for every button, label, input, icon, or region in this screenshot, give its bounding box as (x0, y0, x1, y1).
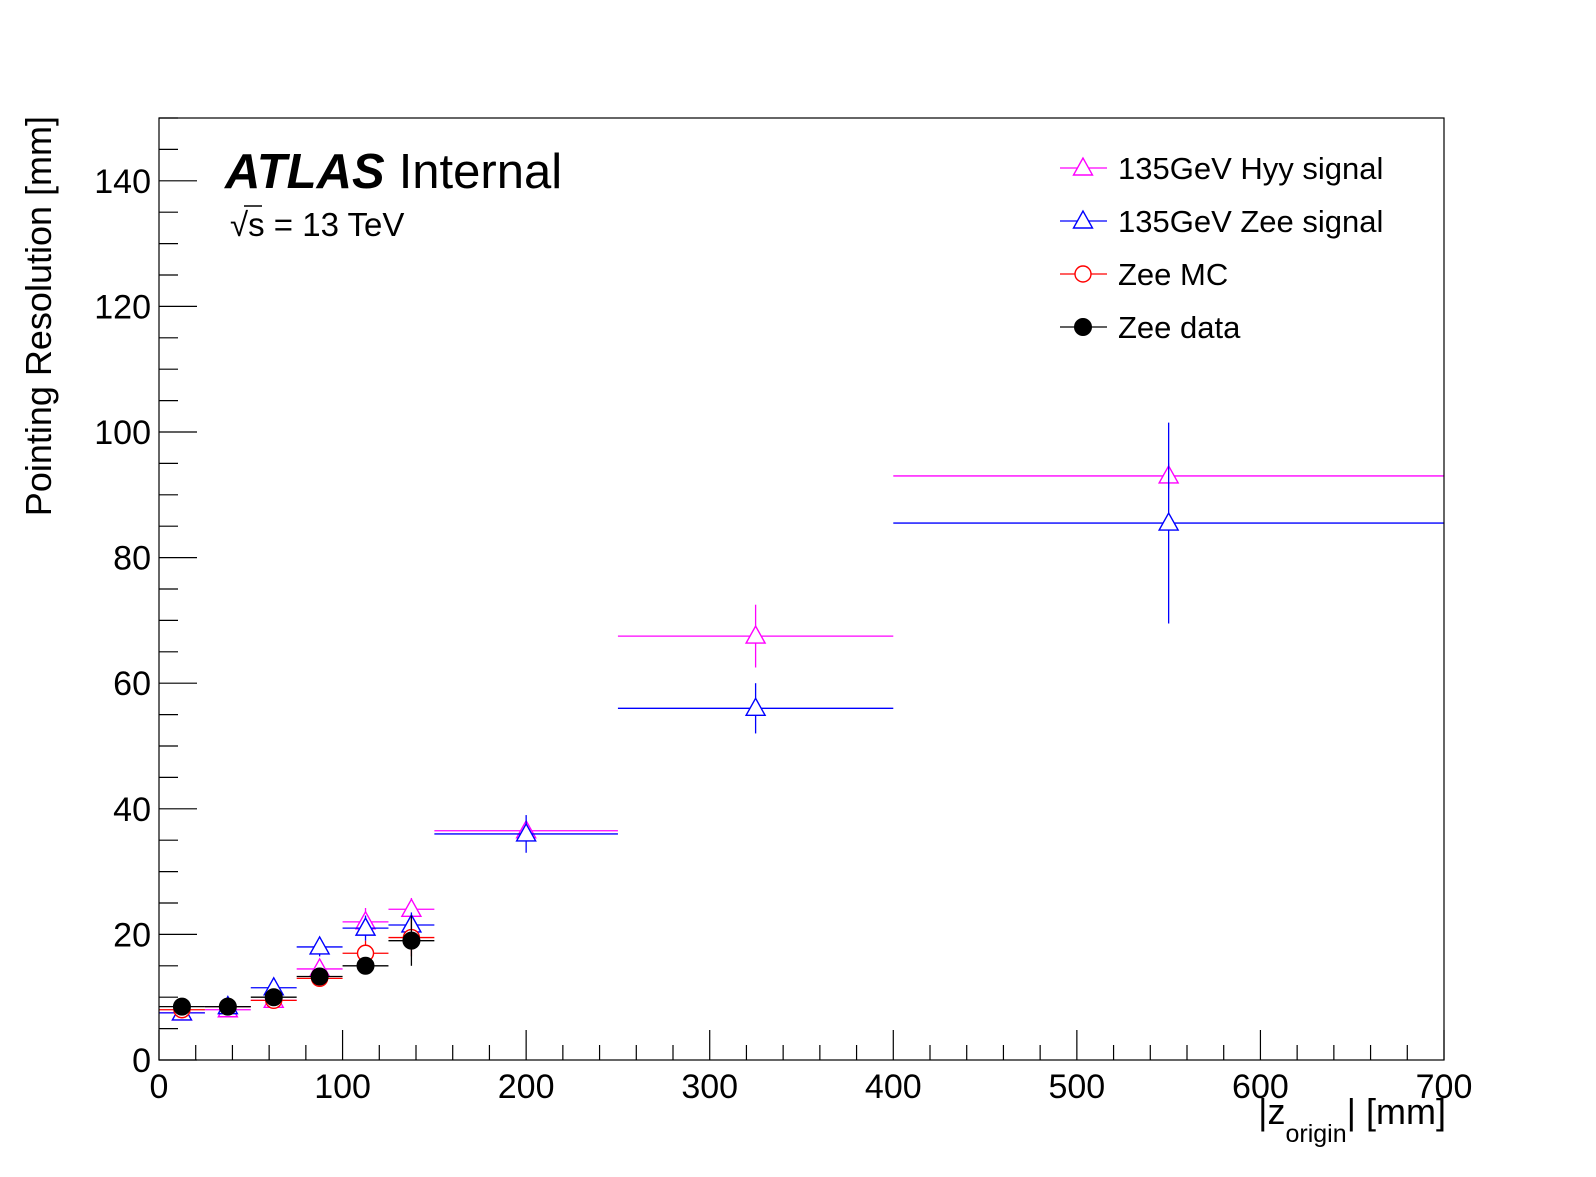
y-tick-label: 120 (94, 288, 151, 326)
x-axis-label-main: |z (1258, 1091, 1285, 1132)
data-point (1157, 511, 1180, 531)
data-point (354, 916, 377, 936)
y-tick-label: 20 (113, 916, 151, 954)
legend-entry-zee-mc: Zee MC (1060, 257, 1228, 292)
legend-marker (1074, 318, 1092, 336)
axes: 0 100 200 300 400 500 600 700 0 20 40 60 80 100 120 140 (94, 117, 1473, 1106)
legend-marker (1072, 209, 1094, 229)
x-axis-label-subscript: origin (1286, 1120, 1347, 1148)
energy-rest: = 13 TeV (265, 206, 405, 243)
series-zee-data (159, 915, 435, 1016)
data-point (310, 967, 329, 986)
data-point (218, 997, 237, 1016)
legend-entry-135gev-zee-signal: 135GeV Zee signal (1060, 204, 1383, 239)
x-tick-label: 100 (314, 1068, 371, 1106)
x-axis-label-tail: | [mm] (1347, 1091, 1446, 1132)
legend-marker (1072, 156, 1094, 176)
data-point (515, 822, 537, 842)
atlas-annotation: ATLAS Internal √s = 13 TeV (224, 145, 562, 243)
x-tick-label: 500 (1048, 1068, 1105, 1106)
data-point (402, 931, 421, 950)
x-tick-label: 300 (681, 1068, 738, 1106)
legend-label: 135GeV Hyy signal (1118, 151, 1383, 186)
legend-entry-zee-data: Zee data (1060, 310, 1241, 345)
energy-sqrt-symbol: √ (230, 206, 249, 243)
energy-label: √s = 13 TeV (230, 206, 404, 243)
x-tick-label: 400 (865, 1068, 922, 1106)
x-tick-label: 200 (498, 1068, 555, 1106)
legend-marker (1074, 265, 1092, 283)
data-marks (159, 422, 1444, 1021)
atlas-label: ATLAS Internal (224, 145, 562, 199)
energy-sqrt-arg: s (248, 206, 265, 243)
x-axis-label: |zorigin| [mm] (1258, 1091, 1446, 1148)
data-point (744, 624, 767, 644)
legend-entry-135gev-hyy-signal: 135GeV Hyy signal (1060, 151, 1383, 186)
y-tick-label: 60 (113, 665, 151, 703)
x-tick-label: 0 (150, 1068, 169, 1106)
data-point (308, 935, 331, 955)
y-tick-label: 0 (132, 1042, 151, 1080)
y-tick-label: 140 (94, 163, 151, 201)
data-point (744, 696, 767, 717)
legend-label: 135GeV Zee signal (1118, 204, 1383, 239)
y-tick-label: 80 (113, 540, 151, 578)
y-tick-label: 40 (113, 791, 151, 829)
y-axis-label: Pointing Resolution [mm] (18, 116, 59, 516)
data-point (172, 997, 191, 1016)
legend-label: Zee data (1118, 310, 1241, 345)
data-point (264, 988, 283, 1007)
legend-label: Zee MC (1118, 257, 1228, 292)
y-tick-label: 100 (94, 414, 151, 452)
x-tick-label: 600 (1232, 1068, 1289, 1106)
data-point (356, 956, 375, 975)
x-tick-label: 700 (1416, 1068, 1473, 1106)
atlas-experiment: ATLAS (224, 145, 385, 199)
atlas-status: Internal (399, 145, 562, 199)
legend: 135GeV Hyy signal 135GeV Zee signal Zee MC… (1060, 151, 1383, 345)
